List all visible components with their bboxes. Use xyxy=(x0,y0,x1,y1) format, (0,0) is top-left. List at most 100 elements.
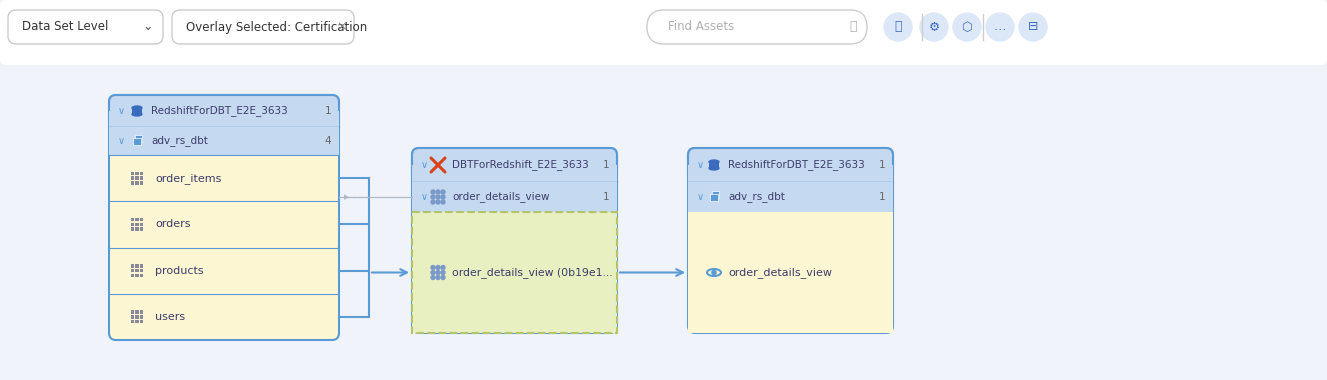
FancyBboxPatch shape xyxy=(139,227,143,231)
Text: ∨: ∨ xyxy=(421,192,427,202)
Ellipse shape xyxy=(133,112,142,116)
FancyBboxPatch shape xyxy=(135,181,139,185)
Circle shape xyxy=(431,276,435,280)
FancyBboxPatch shape xyxy=(139,315,143,318)
Circle shape xyxy=(437,266,441,269)
Text: order_details_view: order_details_view xyxy=(453,192,549,203)
FancyBboxPatch shape xyxy=(130,310,134,314)
FancyBboxPatch shape xyxy=(135,310,139,314)
FancyBboxPatch shape xyxy=(130,320,134,323)
FancyBboxPatch shape xyxy=(687,212,893,333)
Circle shape xyxy=(437,190,441,194)
Text: orders: orders xyxy=(155,219,191,230)
Circle shape xyxy=(431,200,435,204)
FancyBboxPatch shape xyxy=(139,269,143,272)
FancyBboxPatch shape xyxy=(135,274,139,277)
Text: Data Set Level: Data Set Level xyxy=(23,21,109,33)
Circle shape xyxy=(953,13,981,41)
FancyBboxPatch shape xyxy=(139,310,143,314)
Text: ⧉: ⧉ xyxy=(894,21,902,33)
Text: RedshiftForDBT_E2E_3633: RedshiftForDBT_E2E_3633 xyxy=(151,106,288,116)
Text: order_items: order_items xyxy=(155,173,222,184)
Text: 1: 1 xyxy=(602,160,609,170)
FancyBboxPatch shape xyxy=(687,148,893,182)
FancyBboxPatch shape xyxy=(135,264,139,268)
Text: users: users xyxy=(155,312,186,322)
Text: ∨: ∨ xyxy=(117,136,125,146)
Text: ⬡: ⬡ xyxy=(962,21,973,33)
FancyBboxPatch shape xyxy=(139,223,143,226)
FancyBboxPatch shape xyxy=(139,274,143,277)
Text: 4: 4 xyxy=(324,136,330,146)
Text: 1: 1 xyxy=(878,192,885,202)
FancyBboxPatch shape xyxy=(109,127,338,155)
Text: 1: 1 xyxy=(878,160,885,170)
Text: adv_rs_dbt: adv_rs_dbt xyxy=(151,136,208,146)
FancyBboxPatch shape xyxy=(139,264,143,268)
FancyBboxPatch shape xyxy=(135,176,139,180)
FancyBboxPatch shape xyxy=(411,182,617,212)
Circle shape xyxy=(920,13,947,41)
Circle shape xyxy=(437,200,441,204)
FancyBboxPatch shape xyxy=(109,111,338,127)
Text: ∨: ∨ xyxy=(697,192,703,202)
FancyBboxPatch shape xyxy=(411,165,617,182)
FancyBboxPatch shape xyxy=(130,176,134,180)
Text: 🔍: 🔍 xyxy=(849,21,857,33)
FancyBboxPatch shape xyxy=(135,269,139,272)
Text: products: products xyxy=(155,266,203,276)
FancyBboxPatch shape xyxy=(130,269,134,272)
FancyBboxPatch shape xyxy=(411,148,617,333)
FancyBboxPatch shape xyxy=(139,218,143,222)
FancyBboxPatch shape xyxy=(130,218,134,222)
FancyBboxPatch shape xyxy=(135,218,139,222)
Ellipse shape xyxy=(133,106,142,110)
Circle shape xyxy=(431,271,435,274)
FancyBboxPatch shape xyxy=(648,10,867,44)
Circle shape xyxy=(431,190,435,194)
Text: ∨: ∨ xyxy=(697,160,703,170)
Text: adv_rs_dbt: adv_rs_dbt xyxy=(729,192,784,203)
FancyBboxPatch shape xyxy=(173,10,354,44)
FancyBboxPatch shape xyxy=(109,95,338,127)
Circle shape xyxy=(711,271,717,275)
Text: Find Assets: Find Assets xyxy=(667,21,734,33)
Text: 1: 1 xyxy=(602,192,609,202)
Circle shape xyxy=(441,271,445,274)
Text: RedshiftForDBT_E2E_3633: RedshiftForDBT_E2E_3633 xyxy=(729,160,865,171)
Text: Overlay Selected: Certification: Overlay Selected: Certification xyxy=(186,21,368,33)
Circle shape xyxy=(441,195,445,199)
Text: DBTForRedshift_E2E_3633: DBTForRedshift_E2E_3633 xyxy=(453,160,589,171)
Circle shape xyxy=(437,195,441,199)
Circle shape xyxy=(437,271,441,274)
FancyBboxPatch shape xyxy=(139,176,143,180)
FancyBboxPatch shape xyxy=(135,315,139,318)
FancyBboxPatch shape xyxy=(411,148,617,182)
Circle shape xyxy=(437,276,441,280)
FancyBboxPatch shape xyxy=(135,135,142,142)
FancyBboxPatch shape xyxy=(133,108,142,114)
Text: ∨: ∨ xyxy=(117,106,125,116)
Circle shape xyxy=(884,13,912,41)
Text: ⌄: ⌄ xyxy=(143,21,153,33)
FancyBboxPatch shape xyxy=(130,315,134,318)
FancyBboxPatch shape xyxy=(139,172,143,175)
FancyBboxPatch shape xyxy=(687,182,893,212)
Text: ×: × xyxy=(337,21,348,33)
FancyBboxPatch shape xyxy=(411,212,617,333)
Circle shape xyxy=(441,190,445,194)
FancyBboxPatch shape xyxy=(0,0,1327,65)
Circle shape xyxy=(441,200,445,204)
Text: ⚙: ⚙ xyxy=(929,21,940,33)
FancyBboxPatch shape xyxy=(710,193,718,201)
Circle shape xyxy=(986,13,1014,41)
Text: ∨: ∨ xyxy=(421,160,427,170)
Ellipse shape xyxy=(709,160,719,164)
FancyBboxPatch shape xyxy=(709,162,719,168)
FancyBboxPatch shape xyxy=(711,192,719,198)
Text: 1: 1 xyxy=(324,106,330,116)
FancyBboxPatch shape xyxy=(130,274,134,277)
Text: …: … xyxy=(994,21,1006,33)
FancyBboxPatch shape xyxy=(133,138,141,144)
FancyBboxPatch shape xyxy=(135,223,139,226)
